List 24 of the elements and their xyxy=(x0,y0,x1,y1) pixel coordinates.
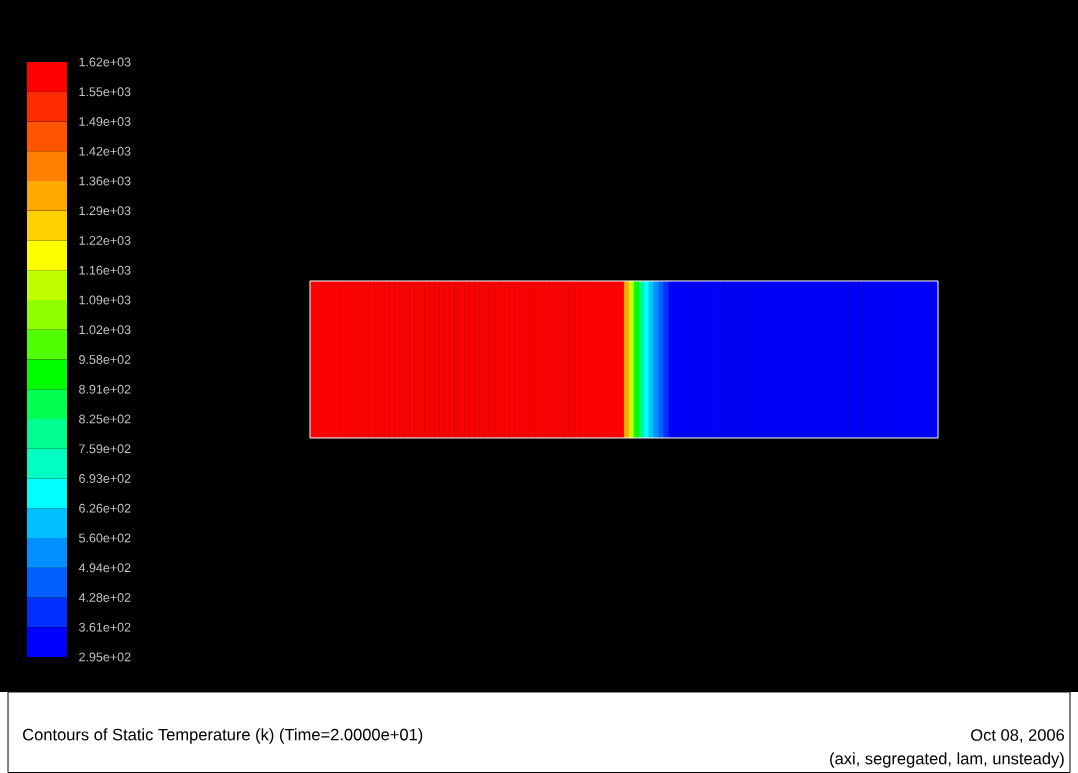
color-bar-label: 1.22e+03 xyxy=(79,236,131,245)
color-bar-label: 8.91e+02 xyxy=(79,384,131,394)
color-bar-label: 4.94e+02 xyxy=(78,563,131,573)
color-bar-label: 1.42e+03 xyxy=(79,146,131,156)
color-bar-label: 1.36e+03 xyxy=(79,176,131,186)
text: Contours of Static Temperature (k) (Time=2.0000e+01) xyxy=(23,728,423,744)
color-bar-label: 1.09e+03 xyxy=(79,295,131,305)
color-bar-label: 8.25e+02 xyxy=(79,414,131,424)
text: (axi, segregated, lam, unsteady) xyxy=(830,752,1064,768)
color-bar-label: 1.62e+03 xyxy=(79,57,131,67)
color-bar-label: 4.28e+02 xyxy=(78,593,131,602)
color-bar-label: 2.95e+02 xyxy=(79,652,131,662)
color-bar-label: 6.93e+02 xyxy=(79,474,131,483)
color-bar-label: 7.59e+02 xyxy=(79,444,131,454)
color-bar-label: 1.49e+03 xyxy=(79,117,131,126)
color-bar-label: 5.60e+02 xyxy=(79,533,131,543)
color-bar-label: 1.02e+03 xyxy=(79,325,131,335)
color-bar-label: 9.58e+02 xyxy=(79,355,131,364)
color-bar-label: 3.61e+02 xyxy=(79,622,131,632)
color-bar-label: 1.16e+03 xyxy=(79,265,131,275)
color-bar-label: 1.55e+03 xyxy=(79,87,131,97)
text: Oct 08, 2006 xyxy=(971,729,1065,743)
color-bar-label: 1.29e+03 xyxy=(79,206,131,216)
color-bar-label: 6.26e+02 xyxy=(79,503,131,513)
